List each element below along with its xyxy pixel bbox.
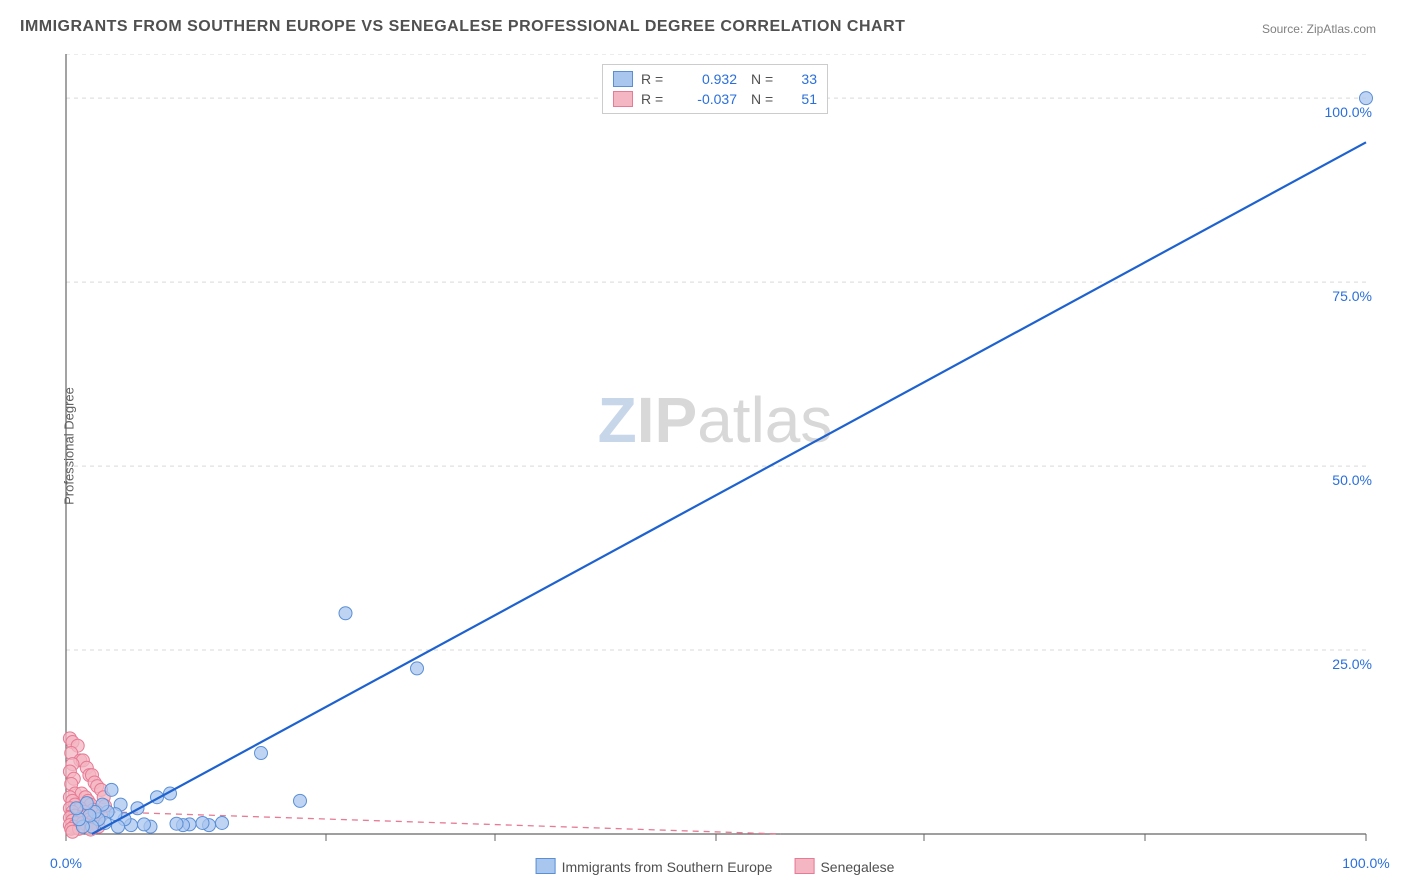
legend-swatch-series-2 [613,91,633,107]
scatter-chart: ZIPatlas R = 0.932 N = 33 R = -0.037 N =… [50,54,1380,849]
y-tick-label: 50.0% [1332,472,1372,488]
y-tick-label: 100.0% [1325,104,1372,120]
stats-row-series-2: R = -0.037 N = 51 [613,89,817,109]
y-tick-label: 25.0% [1332,656,1372,672]
y-tick-label: 75.0% [1332,288,1372,304]
n-label: N = [751,71,779,87]
r-label: R = [641,91,669,107]
r-value-2: -0.037 [677,91,737,107]
legend-swatch-series-1-b [536,858,556,874]
series-legend: Immigrants from Southern Europe Senegale… [536,858,895,875]
n-value-1: 33 [787,71,817,87]
r-label: R = [641,71,669,87]
plot-area [50,54,1380,849]
legend-item-series-1: Immigrants from Southern Europe [536,858,773,875]
n-label: N = [751,91,779,107]
source-attribution: Source: ZipAtlas.com [1262,22,1376,36]
legend-item-series-2: Senegalese [794,858,894,875]
legend-label-series-1: Immigrants from Southern Europe [562,859,773,875]
source-name: ZipAtlas.com [1307,22,1376,36]
source-prefix: Source: [1262,22,1307,36]
n-value-2: 51 [787,91,817,107]
stats-row-series-1: R = 0.932 N = 33 [613,69,817,89]
stats-legend: R = 0.932 N = 33 R = -0.037 N = 51 [602,64,828,114]
legend-swatch-series-1 [613,71,633,87]
r-value-1: 0.932 [677,71,737,87]
x-tick-label: 100.0% [1342,855,1389,871]
x-tick-label: 0.0% [50,855,82,871]
legend-swatch-series-2-b [794,858,814,874]
legend-label-series-2: Senegalese [820,859,894,875]
chart-title: IMMIGRANTS FROM SOUTHERN EUROPE VS SENEG… [20,18,905,36]
